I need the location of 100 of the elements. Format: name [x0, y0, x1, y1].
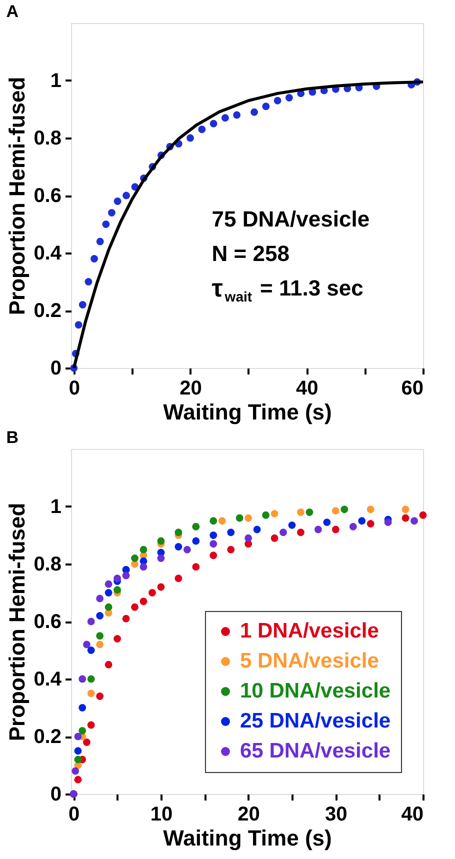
y-tick-label: 0.4 — [34, 668, 62, 690]
x-axis-title: Waiting Time (s) — [163, 826, 332, 850]
y-tick-label: 0.2 — [34, 300, 62, 322]
x-tick-label: 30 — [325, 804, 348, 826]
point — [72, 767, 80, 775]
y-tick-label: 0.6 — [34, 611, 62, 633]
point — [174, 574, 182, 582]
point — [314, 526, 322, 534]
point — [104, 580, 112, 588]
point — [174, 543, 182, 550]
point — [87, 646, 95, 654]
point — [236, 514, 244, 522]
point — [104, 660, 112, 668]
point — [340, 506, 348, 514]
x-tick-label: 20 — [238, 804, 260, 826]
point — [78, 675, 86, 683]
point — [74, 776, 82, 784]
point — [87, 690, 95, 698]
point — [244, 514, 252, 522]
annotation: 75 DNA/vesicle — [212, 206, 370, 232]
point — [78, 704, 86, 712]
point — [78, 727, 86, 734]
y-tick-label: 0.4 — [34, 242, 62, 264]
y-axis-title: Proportion Hemi-fused — [4, 76, 30, 316]
y-tick-label: 0 — [50, 358, 62, 380]
point — [140, 563, 148, 571]
point — [96, 632, 104, 640]
point — [114, 574, 121, 582]
point — [104, 589, 112, 596]
point — [183, 546, 191, 554]
point — [323, 518, 331, 526]
point — [104, 603, 112, 611]
point — [366, 506, 374, 514]
point — [83, 640, 90, 648]
x-tick-label: 60 — [401, 378, 424, 400]
point — [157, 554, 165, 562]
y-tick-label: 0 — [50, 784, 62, 806]
point — [244, 534, 252, 542]
y-tick-label: 0.6 — [34, 185, 62, 207]
y-tick-label: 0.2 — [34, 726, 62, 748]
chart-title: B — [6, 428, 18, 447]
y-tick-label: 0.8 — [34, 128, 62, 150]
chart-title: A — [6, 2, 18, 21]
x-tick-label: 40 — [401, 804, 424, 826]
point — [349, 522, 357, 530]
point — [384, 518, 392, 526]
point — [227, 546, 235, 554]
point — [87, 675, 95, 683]
point — [140, 546, 148, 554]
y-tick-label: 0.8 — [34, 554, 62, 576]
point — [96, 594, 104, 602]
point — [270, 534, 278, 542]
point — [332, 526, 340, 534]
point — [131, 554, 138, 562]
point — [114, 586, 121, 594]
y-axis-title: Proportion Hemi-fused — [4, 502, 30, 742]
point — [366, 520, 374, 528]
x-tick-label: 10 — [150, 804, 173, 826]
point — [122, 614, 130, 622]
point — [157, 537, 165, 545]
point — [297, 528, 304, 536]
point — [358, 517, 366, 525]
point — [83, 738, 90, 746]
point — [227, 528, 235, 536]
legend-label: 1 DNA/vesicle — [240, 620, 379, 642]
point — [192, 563, 200, 571]
point — [306, 508, 314, 516]
point — [210, 532, 218, 539]
point — [210, 517, 218, 525]
legend-label: 25 DNA/vesicle — [240, 710, 391, 732]
point — [297, 508, 304, 516]
point — [74, 756, 82, 764]
point — [96, 612, 104, 620]
point — [280, 528, 287, 536]
point — [270, 510, 278, 518]
x-tick-label: 40 — [296, 378, 318, 400]
point — [402, 506, 410, 514]
point — [96, 640, 104, 648]
point — [87, 721, 95, 729]
y-tick-label: 1 — [50, 496, 62, 518]
point — [131, 603, 138, 611]
point — [218, 517, 226, 525]
point — [114, 635, 121, 642]
point — [410, 517, 418, 525]
point — [87, 618, 95, 626]
point — [140, 598, 148, 606]
legend-label: 5 DNA/vesicle — [240, 650, 379, 672]
point — [96, 692, 104, 700]
point — [174, 528, 182, 536]
point — [288, 521, 296, 529]
point — [402, 514, 410, 522]
y-tick-label: 1 — [50, 70, 62, 92]
point — [419, 511, 427, 519]
point — [192, 537, 200, 545]
point — [210, 552, 218, 560]
point — [74, 747, 82, 755]
x-axis-title: Waiting Time (s) — [163, 400, 332, 424]
point — [210, 540, 218, 548]
x-tick-label: 0 — [68, 804, 80, 826]
x-tick-label: 0 — [68, 378, 80, 400]
